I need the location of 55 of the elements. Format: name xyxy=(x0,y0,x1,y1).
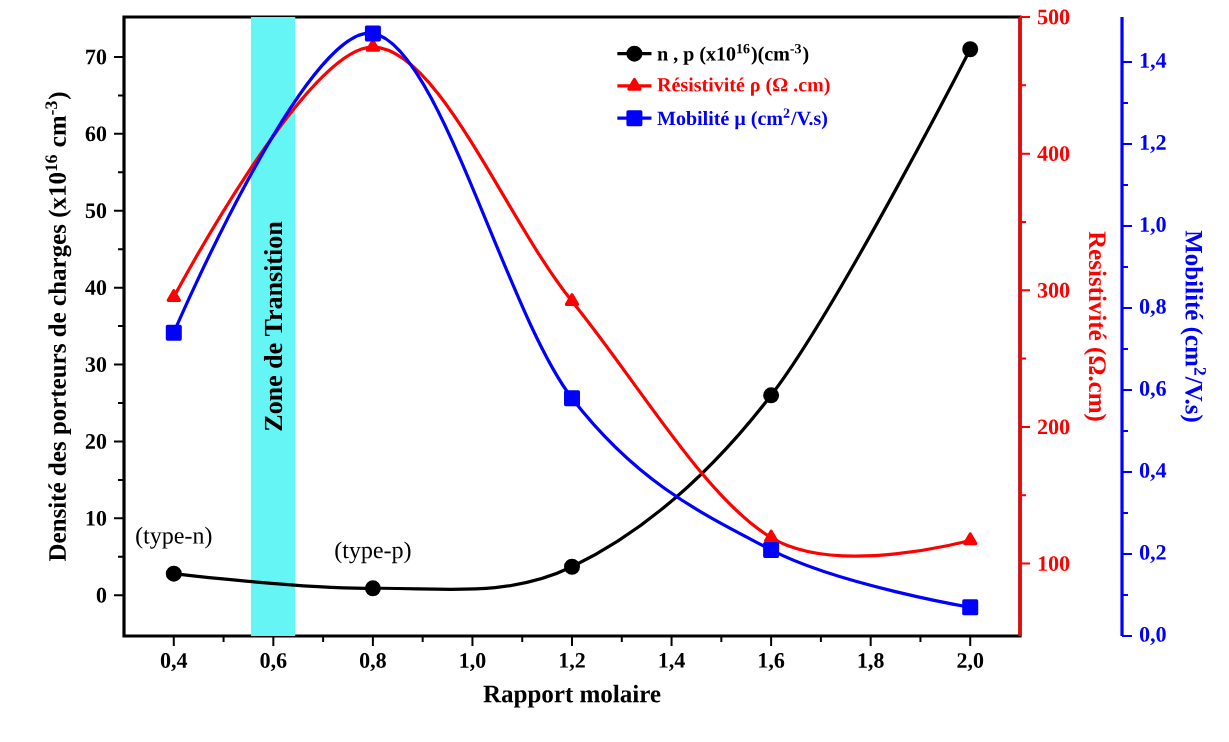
x-tick-label: 1,6 xyxy=(759,653,785,672)
x-tick-label: 1,8 xyxy=(858,653,884,672)
point xyxy=(364,25,381,42)
point xyxy=(564,293,580,306)
y2-tick-label: 100 xyxy=(1038,556,1070,571)
x-tick-label: 1,4 xyxy=(659,653,685,671)
y2-tick-label: 500 xyxy=(1037,9,1070,25)
legend-label: Mobilité µ (cm$^{2}$/V.s) xyxy=(657,108,827,130)
x-tick-label: 0,6 xyxy=(260,653,287,672)
x-tick-label: 2,0 xyxy=(957,653,984,672)
y-tick-label: 20 xyxy=(85,434,107,449)
y-tick-label: 70 xyxy=(86,49,107,65)
point xyxy=(763,541,780,558)
y-axis-title: Densité des porteurs de charges (x10$^{16}$ cm$^{-3}$) xyxy=(45,92,72,562)
x-axis-title: Rapport molaire xyxy=(483,684,661,708)
point xyxy=(166,289,181,302)
y3-tick-label: 1,0 xyxy=(1140,217,1166,236)
y-tick-label: 60 xyxy=(85,126,107,142)
point xyxy=(962,599,979,616)
legend-label: Résistivité ρ (Ω .cm) xyxy=(657,77,830,96)
y3-tick-label: 0,0 xyxy=(1139,626,1166,646)
point xyxy=(564,390,581,407)
point xyxy=(165,565,182,582)
y-tick-label: 40 xyxy=(85,280,107,296)
y-tick-label: 10 xyxy=(86,510,107,526)
legend-label: n , p (x10$^{16}$)(cm$^{-3}$) xyxy=(657,43,809,65)
y3-tick-label: 1,2 xyxy=(1140,135,1166,154)
annotation: (type-n) xyxy=(136,526,212,549)
y2-tick-label: 200 xyxy=(1038,419,1070,435)
x-tick-label: 0,4 xyxy=(160,653,188,672)
point xyxy=(364,580,381,597)
y3-axis-title: Mobilité (cm$^{2}$/V.s) xyxy=(1180,230,1206,422)
x-tick-label: 1,2 xyxy=(560,653,585,672)
x-tick-label: 1,0 xyxy=(460,653,486,672)
point xyxy=(963,532,978,546)
point xyxy=(365,39,381,52)
y2-tick-label: 300 xyxy=(1037,282,1070,298)
y-tick-label: 50 xyxy=(85,203,107,219)
y2-axis-title: Resistivité (Ω.cm) xyxy=(1083,231,1107,421)
point xyxy=(564,558,581,575)
annotation: (type-p) xyxy=(335,541,411,564)
point xyxy=(763,387,780,404)
point xyxy=(763,529,779,543)
y3-tick-label: 0,4 xyxy=(1139,463,1167,482)
y2-tick-label: 400 xyxy=(1037,146,1070,162)
band-label: Zone de Transition xyxy=(263,221,283,431)
point xyxy=(962,41,979,58)
point xyxy=(165,324,182,341)
y3-tick-label: 0,2 xyxy=(1139,544,1166,564)
y3-tick-label: 1,4 xyxy=(1140,53,1167,72)
y-tick-label: 0 xyxy=(96,587,107,603)
y3-tick-label: 0,6 xyxy=(1139,381,1166,400)
y3-tick-label: 0,8 xyxy=(1139,299,1166,318)
x-tick-label: 0,8 xyxy=(359,653,386,672)
y-tick-label: 30 xyxy=(85,357,107,372)
